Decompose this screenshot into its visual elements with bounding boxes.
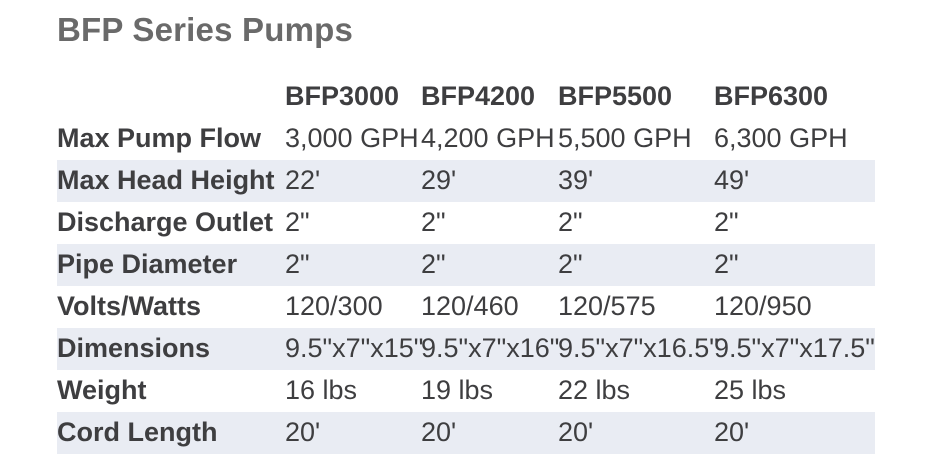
table-cell: 20' <box>558 411 714 454</box>
table-row-weight: Weight 16 lbs 19 lbs 22 lbs 25 lbs <box>57 370 875 412</box>
table-cell: 49' <box>714 159 875 202</box>
table-cell: 2" <box>714 243 875 286</box>
page-title: BFP Series Pumps <box>57 11 354 48</box>
table-cell: 2" <box>714 207 739 238</box>
row-label: Discharge Outlet <box>57 207 274 238</box>
table-cell: 120/300 <box>285 291 383 322</box>
table-cell: 2" <box>558 207 583 238</box>
table-cell: 2" <box>285 207 310 238</box>
table-cell: 9.5"x7"x16.5" <box>558 327 719 370</box>
table-cell: 2" <box>285 243 421 286</box>
row-label: Dimensions <box>57 327 285 370</box>
table-cell: 20' <box>285 411 421 454</box>
table-cell: 120/575 <box>558 291 656 322</box>
row-label: Pipe Diameter <box>57 243 285 286</box>
column-header-bfp3000: BFP3000 <box>285 81 400 112</box>
table-cell: 25 lbs <box>714 375 787 406</box>
table-cell: 29' <box>421 159 558 202</box>
table-cell: 9.5"x7"x15" <box>285 327 423 370</box>
column-header-bfp4200: BFP4200 <box>421 81 536 112</box>
table-cell: 120/950 <box>714 291 812 322</box>
table-cell: 2" <box>421 207 446 238</box>
table-cell: 6,300 GPH <box>714 123 848 154</box>
row-label: Weight <box>57 375 147 406</box>
table-cell: 20' <box>421 411 558 454</box>
pump-spec-table: BFP3000 BFP4200 BFP5500 BFP6300 Max Pump… <box>57 76 875 454</box>
table-cell: 120/460 <box>421 291 519 322</box>
header-row: BFP3000 BFP4200 BFP5500 BFP6300 <box>57 76 875 118</box>
table-cell: 39' <box>558 159 714 202</box>
table-row-max-pump-flow: Max Pump Flow 3,000 GPH 4,200 GPH 5,500 … <box>57 118 875 160</box>
column-header-bfp6300: BFP6300 <box>714 81 829 112</box>
table-row-discharge-outlet: Discharge Outlet 2" 2" 2" 2" <box>57 202 875 244</box>
row-label: Max Pump Flow <box>57 123 262 154</box>
column-header-bfp5500: BFP5500 <box>558 81 673 112</box>
table-cell: 3,000 GPH <box>285 123 419 154</box>
row-label: Cord Length <box>57 411 285 454</box>
pump-spec-page: BFP Series Pumps BFP3000 BFP4200 BFP5500… <box>57 11 875 454</box>
table-row-cord-length: Cord Length 20' 20' 20' 20' <box>57 411 875 454</box>
table-cell: 2" <box>421 243 558 286</box>
table-cell: 9.5"x7"x16" <box>421 327 559 370</box>
table-cell: 20' <box>714 411 875 454</box>
header-blank-cell <box>57 76 285 118</box>
table-row-pipe-diameter: Pipe Diameter 2" 2" 2" 2" <box>57 243 875 286</box>
table-cell: 9.5"x7"x17.5" <box>714 327 875 370</box>
table-cell: 22' <box>285 159 421 202</box>
row-label: Max Head Height <box>57 159 285 202</box>
table-cell: 4,200 GPH <box>421 123 555 154</box>
table-row-dimensions: Dimensions 9.5"x7"x15" 9.5"x7"x16" 9.5"x… <box>57 327 875 370</box>
table-row-volts-watts: Volts/Watts 120/300 120/460 120/575 120/… <box>57 286 875 328</box>
table-cell: 19 lbs <box>421 375 494 406</box>
table-cell: 2" <box>558 243 714 286</box>
table-cell: 22 lbs <box>558 375 631 406</box>
table-row-max-head-height: Max Head Height 22' 29' 39' 49' <box>57 159 875 202</box>
table-cell: 16 lbs <box>285 375 358 406</box>
row-label: Volts/Watts <box>57 291 202 322</box>
table-cell: 5,500 GPH <box>558 123 692 154</box>
